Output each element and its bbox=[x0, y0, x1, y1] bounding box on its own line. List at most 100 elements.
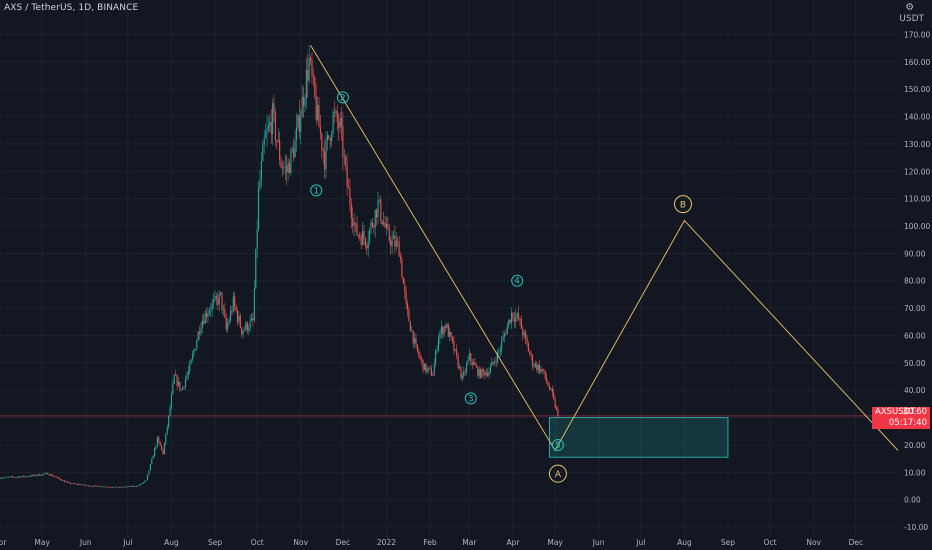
wave-label-circle bbox=[310, 184, 323, 197]
candle-body bbox=[102, 486, 104, 487]
candle-body bbox=[478, 369, 480, 376]
candle-body bbox=[156, 437, 158, 447]
candle-body bbox=[190, 359, 192, 364]
candle-body bbox=[193, 350, 195, 355]
candle-body bbox=[62, 480, 64, 482]
candle-body bbox=[463, 371, 465, 376]
candle-body bbox=[259, 180, 261, 189]
candle-body bbox=[114, 486, 116, 488]
candle-body bbox=[325, 140, 327, 170]
candle-body bbox=[256, 229, 258, 249]
candle-body bbox=[118, 486, 121, 488]
time-tick-label: May bbox=[547, 538, 563, 547]
candle-body bbox=[14, 477, 17, 478]
candle-body bbox=[228, 320, 230, 325]
candle-body bbox=[85, 485, 87, 486]
candle-body bbox=[362, 230, 364, 245]
candle-body bbox=[189, 363, 191, 371]
candle-body bbox=[366, 245, 368, 249]
price-tag-value: 30.60 bbox=[902, 407, 927, 417]
candle-body bbox=[0, 478, 2, 479]
price-tick-label: 70.00 bbox=[904, 304, 926, 313]
candle-body bbox=[377, 200, 379, 218]
candle-body bbox=[405, 292, 407, 304]
symbol-title[interactable]: AXS / TetherUS, 1D, BINANCE bbox=[4, 3, 139, 13]
candle-body bbox=[339, 118, 341, 128]
candle-body bbox=[392, 235, 395, 239]
candle-body bbox=[331, 133, 333, 142]
candle-body bbox=[132, 486, 135, 487]
candle-body bbox=[335, 111, 337, 113]
candle-body bbox=[220, 292, 222, 294]
candle-body bbox=[24, 476, 26, 478]
candle-body bbox=[138, 485, 140, 486]
candle-body bbox=[66, 481, 69, 483]
candle-body bbox=[543, 370, 545, 372]
candle-body bbox=[347, 186, 350, 189]
gear-icon[interactable]: ⚙ bbox=[905, 2, 915, 13]
price-tick-label: 160.00 bbox=[904, 58, 930, 67]
candle-body bbox=[442, 327, 444, 335]
candle-body bbox=[52, 476, 54, 477]
candle-body bbox=[308, 58, 310, 81]
candle-body bbox=[381, 220, 383, 225]
price-tick-label: 150.00 bbox=[904, 85, 930, 94]
candle-body bbox=[287, 163, 289, 173]
time-axis[interactable]: Apr May Jun Jul Aug Sep Oct Nov Dec 2022 Feb Mar Apr… bbox=[0, 538, 863, 547]
wave-label-text: 1 bbox=[313, 186, 319, 196]
wave-trendline bbox=[310, 45, 899, 452]
candle-body bbox=[456, 349, 458, 356]
candle-body bbox=[146, 474, 149, 481]
candle-body bbox=[75, 483, 77, 485]
candle-body bbox=[489, 366, 492, 373]
target-zone[interactable] bbox=[0, 415, 898, 458]
candle-body bbox=[2, 477, 4, 479]
candle-body bbox=[298, 115, 300, 132]
price-tag-countdown: 05:17:40 bbox=[888, 418, 927, 428]
price-axis[interactable]: -10.000.0010.0020.0030.0040.0050.0060.00… bbox=[904, 30, 930, 532]
candle-body bbox=[71, 483, 73, 485]
candle-body bbox=[64, 480, 66, 482]
candle-body bbox=[73, 483, 76, 484]
candle-body bbox=[250, 318, 253, 321]
candle-body bbox=[354, 222, 357, 224]
candle-body bbox=[406, 303, 409, 310]
time-tick-label: Oct bbox=[764, 538, 777, 547]
candle-body bbox=[380, 199, 382, 221]
candle-body bbox=[124, 486, 126, 488]
candle-body bbox=[333, 112, 336, 113]
candle-body bbox=[196, 340, 198, 350]
drawings[interactable]: 1 2 3 4 5 A B bbox=[310, 45, 899, 483]
candle-body bbox=[495, 361, 497, 363]
time-tick-label: Nov bbox=[293, 538, 308, 547]
candle-body bbox=[512, 312, 514, 319]
candle-body bbox=[530, 354, 532, 356]
candle-body bbox=[198, 331, 201, 334]
price-tick-label: 80.00 bbox=[904, 277, 926, 286]
price-tick-label: 0.00 bbox=[904, 496, 921, 505]
candle-body bbox=[3, 477, 5, 479]
candle-body bbox=[176, 375, 178, 386]
candle-body bbox=[516, 313, 518, 317]
wave-label-circle bbox=[464, 392, 477, 405]
candle-body bbox=[513, 318, 515, 322]
candle-body bbox=[480, 369, 482, 378]
candle-body bbox=[249, 320, 251, 329]
wave-label-text: 5 bbox=[555, 441, 561, 451]
candle-body bbox=[544, 370, 546, 379]
candle-body bbox=[100, 486, 102, 487]
wave-label-circle bbox=[336, 91, 349, 104]
candle-body bbox=[408, 309, 410, 322]
candle-body bbox=[414, 338, 416, 344]
candle-body bbox=[76, 483, 78, 485]
candle-body bbox=[485, 372, 487, 376]
candle-body bbox=[144, 481, 146, 483]
candle-body bbox=[307, 70, 309, 81]
candle-body bbox=[360, 237, 362, 245]
candle-body bbox=[200, 327, 202, 334]
candle-body bbox=[436, 350, 438, 351]
candle-body bbox=[533, 366, 535, 367]
candle-body bbox=[158, 437, 160, 442]
candle-body bbox=[443, 326, 445, 335]
